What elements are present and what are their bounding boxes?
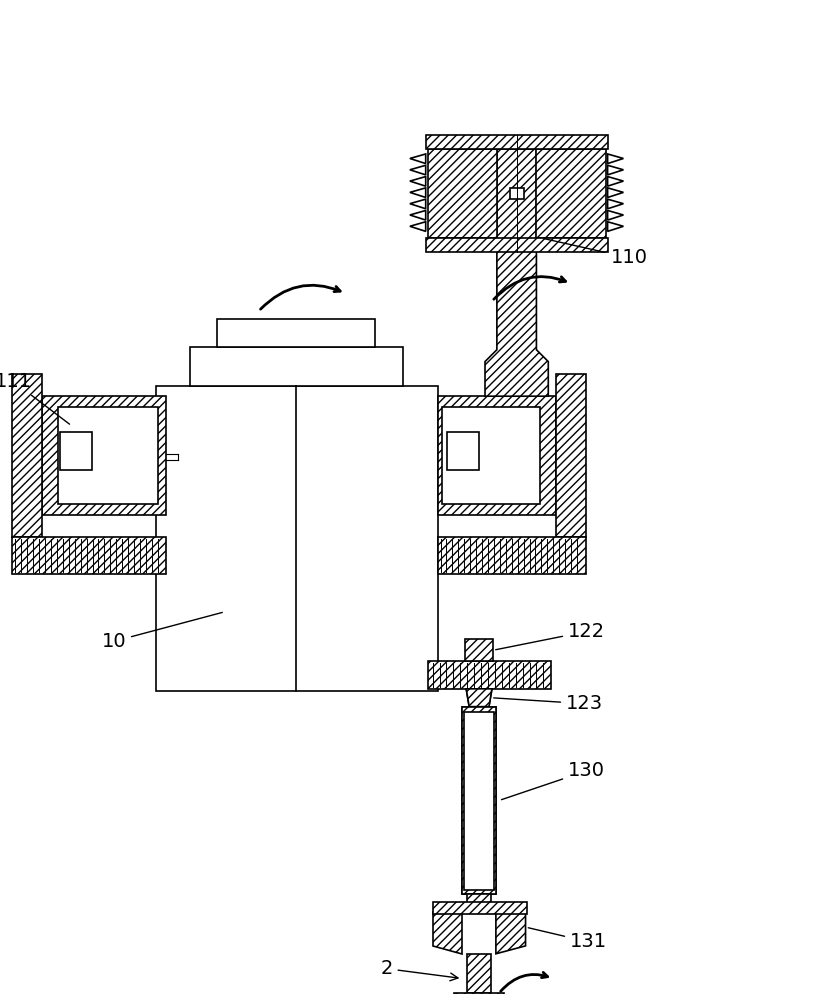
Bar xyxy=(509,188,524,199)
Polygon shape xyxy=(433,912,463,954)
Polygon shape xyxy=(466,689,492,707)
Polygon shape xyxy=(536,149,605,238)
Polygon shape xyxy=(608,199,624,209)
Polygon shape xyxy=(608,177,624,186)
Bar xyxy=(13,374,42,537)
Polygon shape xyxy=(485,149,549,396)
Bar xyxy=(556,374,586,537)
Polygon shape xyxy=(463,707,496,894)
Bar xyxy=(438,537,586,574)
Polygon shape xyxy=(410,165,426,175)
Bar xyxy=(217,319,375,347)
Bar xyxy=(443,407,540,504)
Bar xyxy=(58,407,158,504)
Bar xyxy=(426,135,608,149)
Polygon shape xyxy=(468,954,491,993)
Polygon shape xyxy=(410,188,426,197)
Bar xyxy=(426,238,608,252)
Polygon shape xyxy=(410,210,426,220)
Bar xyxy=(60,432,92,470)
Bar xyxy=(190,347,403,386)
Bar xyxy=(428,661,551,689)
Polygon shape xyxy=(463,707,496,894)
Polygon shape xyxy=(608,154,624,164)
Polygon shape xyxy=(410,154,426,164)
Text: 2: 2 xyxy=(380,959,458,981)
Polygon shape xyxy=(608,188,624,197)
Bar xyxy=(468,894,491,912)
Polygon shape xyxy=(410,222,426,231)
Polygon shape xyxy=(410,177,426,186)
Bar xyxy=(42,396,165,515)
Bar xyxy=(464,712,494,890)
Polygon shape xyxy=(466,689,492,707)
Polygon shape xyxy=(496,912,525,954)
Polygon shape xyxy=(410,199,426,209)
Text: 123: 123 xyxy=(493,694,603,713)
Polygon shape xyxy=(428,149,497,238)
Polygon shape xyxy=(608,222,624,231)
Polygon shape xyxy=(608,210,624,220)
Bar xyxy=(156,386,438,691)
Text: 131: 131 xyxy=(529,928,607,951)
Text: 10: 10 xyxy=(101,612,222,651)
Text: 130: 130 xyxy=(502,761,605,800)
Text: 110: 110 xyxy=(544,239,648,267)
Bar xyxy=(433,902,527,914)
Text: 111: 111 xyxy=(0,372,69,424)
Bar xyxy=(438,396,556,515)
Text: 122: 122 xyxy=(496,622,605,650)
Bar xyxy=(454,993,504,1000)
Bar xyxy=(13,537,165,574)
Bar xyxy=(465,639,493,661)
Bar xyxy=(448,432,479,470)
Polygon shape xyxy=(608,165,624,175)
